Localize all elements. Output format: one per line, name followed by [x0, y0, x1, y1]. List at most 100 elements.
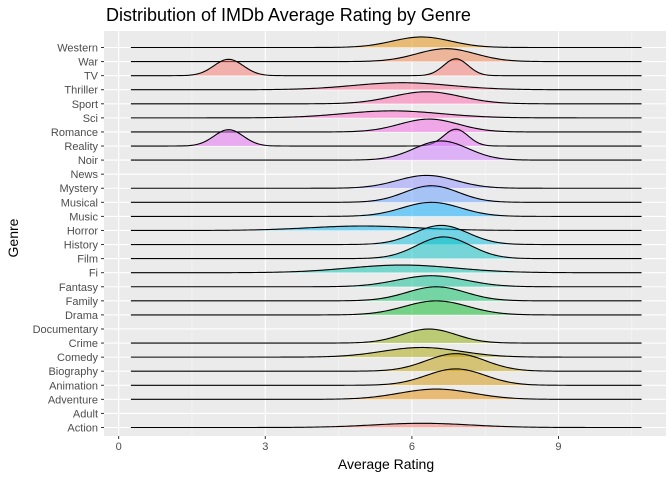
ridge-area	[130, 329, 642, 344]
ridge-line	[130, 110, 642, 119]
y-tick-label: War	[78, 57, 98, 69]
y-tick-label: Mystery	[60, 183, 99, 195]
ridge-area	[130, 58, 642, 76]
y-tick-label: Adventure	[48, 394, 98, 406]
y-tick-label: Documentary	[33, 324, 99, 336]
ridge-line	[130, 174, 642, 189]
ridge-line	[130, 118, 642, 133]
ridge-area	[130, 275, 642, 287]
ridge-line	[130, 346, 642, 358]
ridge-line	[130, 225, 642, 232]
y-tick-label: Fantasy	[59, 282, 99, 294]
ridge-comedy	[130, 346, 642, 358]
ridge-line	[130, 353, 642, 372]
ridge-line	[130, 236, 642, 260]
ridge-horror	[130, 225, 642, 232]
ridge-area	[130, 129, 642, 147]
y-axis-title: Genre	[5, 218, 21, 257]
ridge-line	[130, 368, 642, 386]
y-tick-label: Romance	[51, 127, 98, 139]
ridge-line	[130, 48, 642, 63]
y-tick-label: Animation	[49, 380, 98, 392]
ridge-area	[130, 300, 642, 315]
y-tick-label: Horror	[67, 225, 99, 237]
ridge-family	[130, 286, 642, 302]
y-tick-label: Reality	[64, 141, 98, 153]
ridge-line	[130, 224, 642, 246]
ridge-noir	[130, 140, 642, 161]
x-tick-label: 3	[262, 441, 268, 453]
y-tick-label: Fi	[89, 268, 98, 280]
ridge-area	[130, 36, 642, 48]
y-tick-label: Adult	[73, 408, 98, 420]
y-tick-label: Action	[67, 423, 98, 435]
y-tick-label: Sci	[83, 113, 98, 125]
ridge-action	[130, 422, 642, 429]
ridge-line	[130, 264, 642, 274]
ridge-musical	[130, 185, 642, 203]
y-tick-label: Biography	[48, 366, 98, 378]
y-tick-label: Film	[77, 254, 98, 266]
ridge-biography	[130, 353, 642, 372]
ridge-line	[130, 128, 642, 147]
ridge-tv	[130, 58, 642, 77]
ridge-sci	[130, 110, 642, 119]
x-tick-label: 9	[555, 441, 561, 453]
ridge-reality	[130, 128, 642, 147]
ridge-line	[130, 36, 642, 49]
ridge-line	[130, 300, 642, 316]
ridge-drama	[130, 300, 642, 316]
ridge-area	[130, 202, 642, 217]
y-tick-label: Comedy	[57, 352, 98, 364]
ridge-area	[130, 226, 642, 231]
ridge-area	[130, 389, 642, 400]
y-tick-label: Sport	[72, 99, 98, 111]
ridge-area	[130, 175, 642, 189]
ridge-line	[130, 140, 642, 161]
ridge-area	[130, 423, 642, 428]
ridge-area	[130, 82, 642, 90]
ridge-animation	[130, 368, 642, 386]
ridge-adventure	[130, 388, 642, 400]
y-tick-label: Drama	[65, 310, 99, 322]
y-tick-label: Family	[66, 296, 99, 308]
plot-panel	[104, 31, 666, 436]
y-tick-label: Crime	[69, 338, 98, 350]
ridge-area	[130, 110, 642, 118]
ridge-line	[130, 91, 642, 105]
ridge-area	[130, 119, 642, 132]
ridge-sport	[130, 91, 642, 105]
ridge-mystery	[130, 174, 642, 189]
ridge-line	[130, 201, 642, 217]
y-tick-label: Musical	[61, 197, 98, 209]
y-axis: Action Adult Adventure Animation Biography Co…	[33, 43, 104, 435]
ridge-line	[130, 286, 642, 302]
ridge-line	[130, 185, 642, 203]
y-tick-label: Thriller	[64, 85, 98, 97]
y-tick-label: Western	[57, 43, 98, 55]
ridge-area	[130, 91, 642, 104]
ridge-line	[130, 328, 642, 344]
ridge-area	[130, 185, 642, 203]
y-tick-label: Noir	[78, 155, 99, 167]
ridge-thriller	[130, 82, 642, 91]
ridge-crime	[130, 328, 642, 344]
y-tick-label: News	[70, 169, 98, 181]
ridge-romance	[130, 118, 642, 133]
x-axis-title: Average Rating	[338, 456, 434, 472]
ridge-fantasy	[130, 275, 642, 288]
chart-title: Distribution of IMDb Average Rating by G…	[106, 5, 471, 25]
y-tick-label: History	[64, 240, 99, 252]
y-tick-label: Music	[69, 211, 98, 223]
x-axis: 0 3 6 9	[116, 436, 562, 453]
ridge-war	[130, 48, 642, 63]
ridge-history	[130, 224, 642, 246]
ridges	[130, 36, 642, 429]
ridge-line	[130, 275, 642, 288]
ridge-line	[130, 422, 642, 429]
ridge-area	[130, 265, 642, 273]
ridge-music	[130, 201, 642, 217]
ridge-line	[130, 58, 642, 77]
ridge-area	[130, 347, 642, 358]
